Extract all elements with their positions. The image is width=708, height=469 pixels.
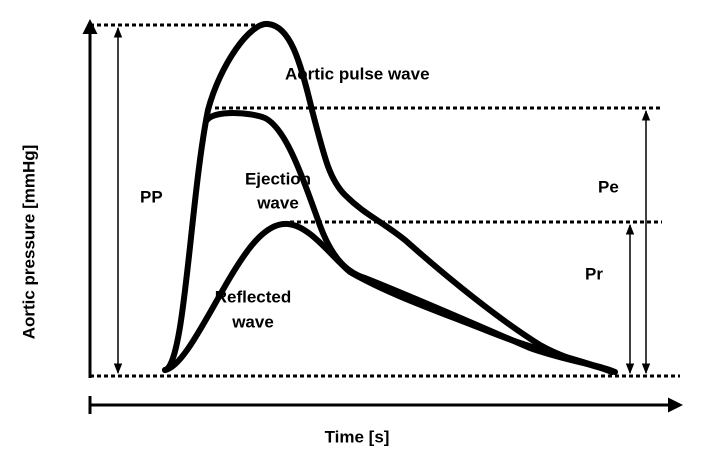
reflected-label-line: wave — [231, 312, 274, 331]
pp-label: PP — [140, 187, 163, 206]
reflected-label-line: Reflected — [215, 287, 292, 306]
aortic-pulse-curve — [162, 21, 615, 375]
pr-label: Pr — [585, 264, 603, 283]
x-axis-label: Time [s] — [325, 427, 390, 446]
ejection-label-line: Ejection — [245, 169, 311, 188]
y-axis-label: Aortic pressure [mmHg] — [19, 145, 38, 340]
ejection-label-line: wave — [256, 193, 299, 212]
pe-label: Pe — [598, 177, 619, 196]
reflected-curve — [162, 220, 615, 375]
aortic-pulse-label: Aortic pulse wave — [285, 64, 430, 83]
